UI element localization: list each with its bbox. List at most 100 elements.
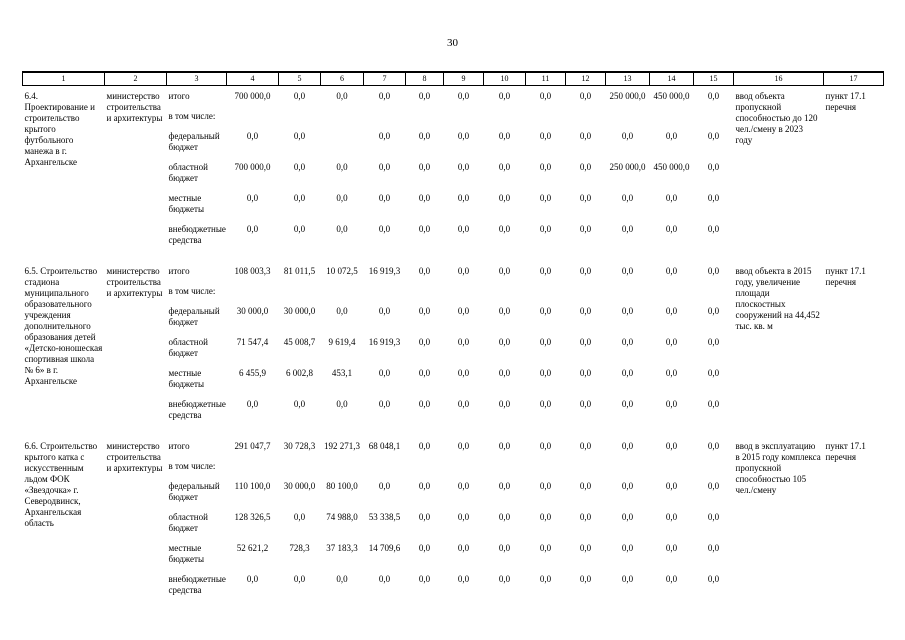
value-cell: 0,0 <box>457 368 470 378</box>
value-cell: 16 919,3 <box>368 266 401 276</box>
value-cell: 0,0 <box>293 91 306 101</box>
value-cell <box>406 452 444 472</box>
value-cell: 0,0 <box>457 91 470 101</box>
value-cell: 0,0 <box>539 512 552 522</box>
funding-row: федеральный бюджет 110 100,0 30 000,0 80 10… <box>23 472 884 503</box>
value-cell <box>526 102 566 122</box>
column-number-header: 4 <box>226 71 279 86</box>
funding-row: в том числе: <box>23 277 884 297</box>
value-cell: 0,0 <box>246 574 259 584</box>
value-cell: 0,0 <box>246 224 259 234</box>
column-number-header: 11 <box>525 71 566 86</box>
value-cell: 250 000,0 <box>609 91 646 101</box>
value-cell: 0,0 <box>621 441 634 451</box>
value-cell <box>694 277 734 297</box>
value-cell: 0,0 <box>498 399 511 409</box>
value-cell: 0,0 <box>621 368 634 378</box>
reference-cell: пункт 17.1 перечня <box>825 266 866 287</box>
value-cell: 0,0 <box>539 481 552 491</box>
value-cell: 0,0 <box>498 574 511 584</box>
value-cell: 0,0 <box>707 193 720 203</box>
funding-row: федеральный бюджет 0,0 0,0 0,0 0,0 0,0 0,0 0,0 0… <box>23 122 884 153</box>
funding-label-cell: внебюджетные средства <box>168 224 226 245</box>
value-cell: 0,0 <box>418 266 431 276</box>
column-number-header: 6 <box>320 71 364 86</box>
reference-cell: пункт 17.1 перечня <box>825 91 866 112</box>
value-cell: 37 183,3 <box>326 543 358 553</box>
value-cell: 108 003,3 <box>234 266 271 276</box>
value-cell: 0,0 <box>707 91 720 101</box>
value-cell: 0,0 <box>418 224 431 234</box>
value-cell: 0,0 <box>418 131 431 141</box>
value-cell: 0,0 <box>579 91 592 101</box>
column-number-header: 5 <box>278 71 321 86</box>
value-cell: 0,0 <box>418 193 431 203</box>
value-cell: 0,0 <box>579 306 592 316</box>
column-number-header: 8 <box>405 71 444 86</box>
value-cell: 0,0 <box>579 193 592 203</box>
value-cell <box>444 452 484 472</box>
value-cell <box>227 102 279 122</box>
value-cell: 0,0 <box>457 481 470 491</box>
value-cell: 0,0 <box>293 224 306 234</box>
value-cell: 0,0 <box>707 224 720 234</box>
value-cell <box>227 277 279 297</box>
value-cell: 0,0 <box>665 131 678 141</box>
value-cell: 0,0 <box>457 162 470 172</box>
value-cell: 250 000,0 <box>609 162 646 172</box>
value-cell: 0,0 <box>621 399 634 409</box>
value-cell: 0,0 <box>539 399 552 409</box>
value-cell: 0,0 <box>498 337 511 347</box>
value-cell: 0,0 <box>418 481 431 491</box>
value-cell: 0,0 <box>378 224 391 234</box>
value-cell: 0,0 <box>579 337 592 347</box>
value-cell: 68 048,1 <box>368 441 401 451</box>
funding-row: 6.5. Строительство стадиона муниципально… <box>23 246 884 386</box>
value-cell: 0,0 <box>336 91 348 101</box>
value-cell: 0,0 <box>539 543 552 553</box>
value-cell: 700 000,0 <box>234 91 271 101</box>
value-cell: 0,0 <box>707 399 720 409</box>
value-cell: 0,0 <box>665 368 678 378</box>
value-cell: 0,0 <box>665 481 678 491</box>
value-cell: 80 100,0 <box>326 481 358 491</box>
funding-row: местные бюджеты 0,0 0,0 0,0 0,0 0,0 0,0 0,0 0,0 0… <box>23 184 884 215</box>
value-cell: 0,0 <box>665 224 678 234</box>
value-cell: 0,0 <box>418 91 431 101</box>
value-cell: 700 000,0 <box>234 162 271 172</box>
value-cell: 0,0 <box>665 441 678 451</box>
value-cell: 0,0 <box>539 306 552 316</box>
value-cell: 0,0 <box>579 512 592 522</box>
value-cell: 0,0 <box>336 162 348 172</box>
value-cell: 0,0 <box>336 306 348 316</box>
value-cell: 0,0 <box>457 131 470 141</box>
value-cell: 0,0 <box>418 574 431 584</box>
funding-row: в том числе: <box>23 102 884 122</box>
value-cell: 0,0 <box>579 481 592 491</box>
value-cell: 9 619,4 <box>328 337 356 347</box>
value-cell: 0,0 <box>498 481 511 491</box>
value-cell: 0,0 <box>707 266 720 276</box>
value-cell: 0,0 <box>378 131 391 141</box>
value-cell <box>406 277 444 297</box>
value-cell: 0,0 <box>418 162 431 172</box>
value-cell: 0,0 <box>579 266 592 276</box>
value-cell: 0,0 <box>498 441 511 451</box>
value-cell: 0,0 <box>378 399 391 409</box>
value-cell <box>606 452 650 472</box>
column-number-row: 1 2 3 4 5 6 7 8 9 10 11 12 13 14 15 16 17 <box>22 71 884 86</box>
value-cell: 0,0 <box>378 162 391 172</box>
value-cell: 0,0 <box>336 399 348 409</box>
value-cell: 0,0 <box>498 368 511 378</box>
value-cell: 0,0 <box>665 543 678 553</box>
value-cell: 0,0 <box>457 193 470 203</box>
value-cell <box>279 452 321 472</box>
funding-label-cell: областной бюджет <box>168 162 208 183</box>
value-cell: 0,0 <box>336 224 348 234</box>
value-cell: 0,0 <box>378 481 391 491</box>
value-cell: 0,0 <box>621 224 634 234</box>
column-number-header: 12 <box>565 71 606 86</box>
reference-cell: пункт 17.1 перечня <box>825 441 866 462</box>
funding-label-cell: итого <box>168 441 190 451</box>
